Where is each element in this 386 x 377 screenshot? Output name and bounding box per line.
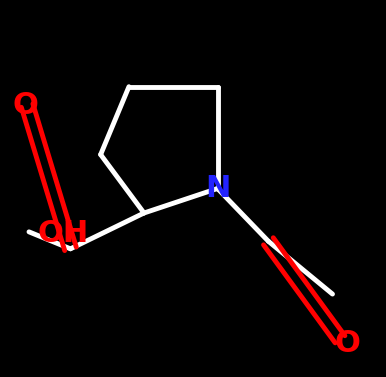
Text: OH: OH [37, 219, 88, 248]
Text: O: O [12, 91, 38, 120]
Text: O: O [335, 329, 361, 358]
Text: N: N [205, 174, 230, 203]
